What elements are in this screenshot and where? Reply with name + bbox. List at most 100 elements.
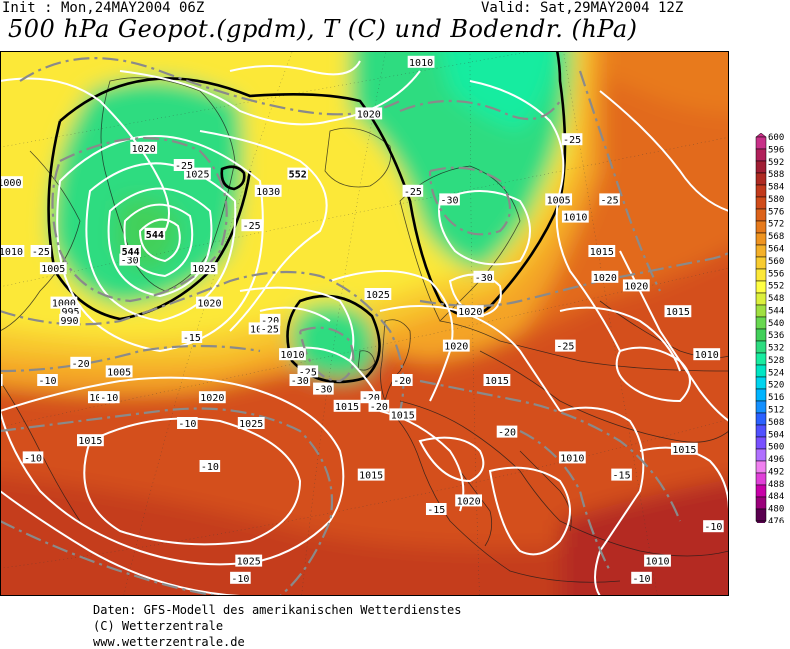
colour-scale-labels: 600 596 592 588 584 580 576 572 568 564 560 556 552 5… xyxy=(768,133,784,523)
scale-box xyxy=(755,472,767,486)
isotherm-label-text: -30 xyxy=(441,195,459,206)
isobar-label: 1015 xyxy=(664,305,692,318)
scale-box xyxy=(755,244,767,258)
isobar-label-text: 1010 xyxy=(695,350,719,361)
scale-tick-label: 500 xyxy=(768,443,784,453)
scale-box xyxy=(755,232,767,246)
isotherms xyxy=(0,57,729,596)
isotherm-label-text: -25 xyxy=(601,195,619,206)
scale-box xyxy=(755,496,767,510)
scale-tick-label: 476 xyxy=(768,517,784,523)
isobar-label: 1015 xyxy=(588,245,616,258)
scale-min-arrow xyxy=(755,520,767,523)
isobar-label-text: 1000 xyxy=(0,178,21,189)
isobar-label: 1025 xyxy=(364,288,392,301)
isobar-label-text: 1030 xyxy=(256,187,280,198)
isotherm-label: -30 xyxy=(313,382,334,396)
isobar-label-text: 1010 xyxy=(563,213,587,224)
isobar-label: 1020 xyxy=(591,270,619,284)
scale-box xyxy=(755,304,767,318)
isobar-label-text: 1020 xyxy=(593,273,617,284)
isotherm-label-text: -15 xyxy=(613,471,631,482)
isobar-label: 1020 xyxy=(622,279,650,292)
scale-box xyxy=(755,340,767,354)
isotherm-label: -15 xyxy=(425,503,447,516)
isobar-label-text: 1020 xyxy=(132,144,156,155)
scale-tick-label: 520 xyxy=(768,381,784,391)
isobar-label: 1020 xyxy=(355,107,383,120)
scale-tick-label: 576 xyxy=(768,207,784,217)
scale-tick-label: 568 xyxy=(768,232,784,242)
isotherm-label: -25 xyxy=(555,339,576,353)
isobar-label: 1010 xyxy=(0,245,25,258)
isobar-label: 1020 xyxy=(455,494,483,507)
scale-box xyxy=(755,256,767,270)
isotherm-label-text: -25 xyxy=(299,367,317,378)
isotherm-label-text: -25 xyxy=(261,324,279,335)
isobar-label: 1010 xyxy=(561,210,589,224)
isotherm-label: -15 xyxy=(181,331,203,344)
scale-tick-label: 552 xyxy=(768,282,784,292)
scale-tick-label: 564 xyxy=(768,244,784,254)
isobar-label: 1015 xyxy=(357,468,385,482)
isotherm-label: -20 xyxy=(368,399,390,413)
scale-box xyxy=(755,148,767,162)
isotherm-label: -20 xyxy=(70,356,91,370)
scale-box xyxy=(755,184,767,198)
isotherm-label: -25 xyxy=(599,193,620,206)
scale-box xyxy=(755,172,767,186)
scale-box xyxy=(755,136,767,150)
scale-box xyxy=(755,400,767,414)
isotherm-label: -25 xyxy=(173,159,195,172)
scale-tick-label: 492 xyxy=(768,467,784,477)
isotherm-label: -30 xyxy=(473,270,495,284)
isobar-label: 1015 xyxy=(333,399,361,413)
isobar-label-text: 1015 xyxy=(666,307,690,318)
geopotential-label-text: 544 xyxy=(146,230,164,241)
isobar-label-text: 1020 xyxy=(197,299,221,310)
isobar-label-text: 1025 xyxy=(237,557,261,568)
scale-box xyxy=(755,292,767,306)
scale-tick-label: 588 xyxy=(768,170,784,180)
isotherm-label-text: -10 xyxy=(24,453,42,464)
isobar-label: 1010 xyxy=(693,348,721,361)
isobar-label-text: 1020 xyxy=(444,342,468,353)
geopotential-label-text: 552 xyxy=(289,170,307,181)
isobar-label: 1020 xyxy=(198,391,226,404)
scale-tick-label: 572 xyxy=(768,220,784,230)
isobar-label: 1025 xyxy=(237,417,265,430)
isotherm-label-text: -30 xyxy=(291,376,309,387)
geopotential-label: 544 xyxy=(120,245,141,258)
isotherm-label-text: -10 xyxy=(632,574,650,585)
footer-website[interactable]: www.wetterzentrale.de xyxy=(93,635,245,649)
isobar-label: 1025 xyxy=(235,554,263,568)
scale-box xyxy=(755,460,767,474)
isotherm-label-text: -15 xyxy=(427,505,445,516)
temperature-labels: -25-25-25-30-25-30-25-25-30-20-25-15-20-… xyxy=(22,133,724,585)
isotherm-label-text: -30 xyxy=(475,273,493,284)
scale-tick-label: 508 xyxy=(768,418,784,428)
scale-box xyxy=(755,448,767,462)
isobar-label: 1015 xyxy=(389,408,417,421)
isobar-label-text: 1015 xyxy=(335,402,359,413)
isobar-label-text: 1020 xyxy=(200,393,224,404)
isotherm-label-text: -10 xyxy=(704,522,722,533)
isobar-label-text: 1005 xyxy=(41,264,65,275)
colour-scale: 600 596 592 588 584 580 576 572 568 564 560 556 552 5… xyxy=(755,133,784,523)
isotherm-label-text: -25 xyxy=(243,221,261,232)
isobar-label: 1005 xyxy=(105,365,133,378)
geopotential-label: 544 xyxy=(144,227,166,241)
scale-tick-label: 544 xyxy=(768,306,784,316)
scale-tick-label: 560 xyxy=(768,257,784,267)
scale-tick-label: 528 xyxy=(768,356,784,366)
scale-box xyxy=(755,484,767,498)
colour-scale-boxes xyxy=(755,133,767,523)
isotherm-label-text: -30 xyxy=(121,256,139,267)
scale-tick-label: 504 xyxy=(768,430,784,440)
isobar-label-text: 1025 xyxy=(366,290,390,301)
scale-box xyxy=(755,412,767,426)
scale-box xyxy=(755,328,767,342)
isobar-label: 1020 xyxy=(456,305,484,318)
isotherm-label-text: -20 xyxy=(362,393,380,404)
isotherm-label-text: -15 xyxy=(183,333,201,344)
